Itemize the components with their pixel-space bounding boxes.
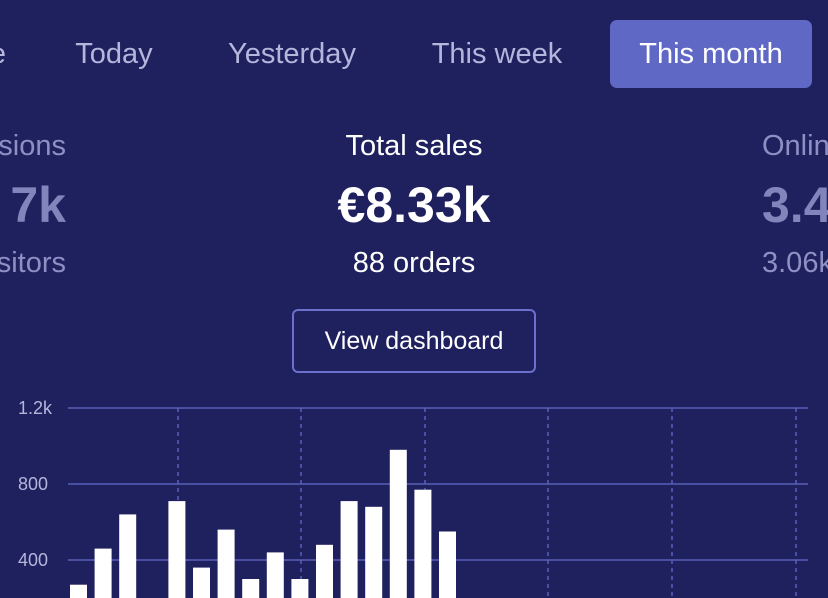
y-tick-label: 400 [18,550,48,570]
chart-bar[interactable] [291,579,309,598]
chart-bar[interactable] [94,548,112,598]
chart-bar[interactable] [193,567,210,598]
tab-this-month[interactable]: This month [610,20,812,88]
stat-sessions[interactable]: sions 7k sitors [0,128,66,280]
stat-online-value: 3.4 [762,177,828,233]
stat-total-sales-sub: 88 orders [352,247,476,279]
chart-bar[interactable] [316,544,333,598]
chart-bar[interactable] [389,449,407,598]
tab-partial-left[interactable]: e [0,20,6,88]
chart-bar[interactable] [439,531,456,598]
chart-bar[interactable] [119,514,137,598]
stat-total-sales-value: €8.33k [337,177,491,233]
chart-bar[interactable] [414,489,432,598]
stat-online-sub: 3.06k [762,247,828,279]
chart-bar[interactable] [365,506,383,598]
chart-bar[interactable] [266,552,284,598]
chart-bar[interactable] [70,584,87,598]
stat-online-store[interactable]: Onlin 3.4 3.06k [762,128,828,280]
stat-online-label: Onlin [762,130,828,162]
tab-today[interactable]: Today [75,37,153,70]
chart-bar[interactable] [340,501,358,598]
y-tick-label: 800 [18,474,48,494]
stat-sessions-value: 7k [10,177,66,233]
stat-sessions-label: sions [0,130,66,162]
chart-bar[interactable] [168,501,186,598]
sales-bar-chart: 1.2k 800 400 [0,390,828,598]
chart-bar[interactable] [217,529,235,598]
view-dashboard-button[interactable]: View dashboard [292,309,536,373]
y-tick-label: 1.2k [18,398,53,418]
date-range-tabs: e Today Yesterday This week This month [0,20,828,88]
tab-yesterday[interactable]: Yesterday [228,37,356,70]
chart-svg: 1.2k 800 400 [18,398,808,598]
chart-bar[interactable] [242,579,260,598]
stat-sessions-sub: sitors [0,247,66,279]
tab-this-week[interactable]: This week [431,37,563,70]
stat-total-sales[interactable]: Total sales €8.33k 88 orders [284,128,544,280]
stat-total-sales-label: Total sales [345,130,483,162]
